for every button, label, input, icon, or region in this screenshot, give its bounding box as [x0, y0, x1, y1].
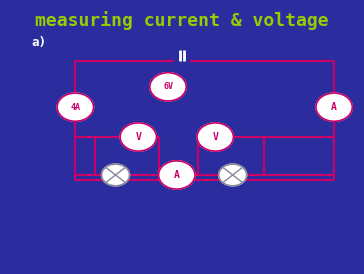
Text: A: A: [331, 102, 337, 112]
Text: V: V: [212, 132, 218, 142]
Text: 4A: 4A: [70, 103, 80, 112]
Text: V: V: [135, 132, 141, 142]
Circle shape: [316, 93, 352, 121]
Circle shape: [159, 161, 195, 189]
Text: 6V: 6V: [163, 82, 173, 91]
Text: a): a): [32, 36, 47, 48]
Circle shape: [150, 73, 186, 101]
Circle shape: [219, 164, 247, 186]
Circle shape: [120, 123, 157, 151]
Text: measuring current & voltage: measuring current & voltage: [35, 11, 329, 30]
Circle shape: [102, 164, 130, 186]
Text: A: A: [174, 170, 180, 180]
Circle shape: [57, 93, 94, 121]
Circle shape: [197, 123, 233, 151]
